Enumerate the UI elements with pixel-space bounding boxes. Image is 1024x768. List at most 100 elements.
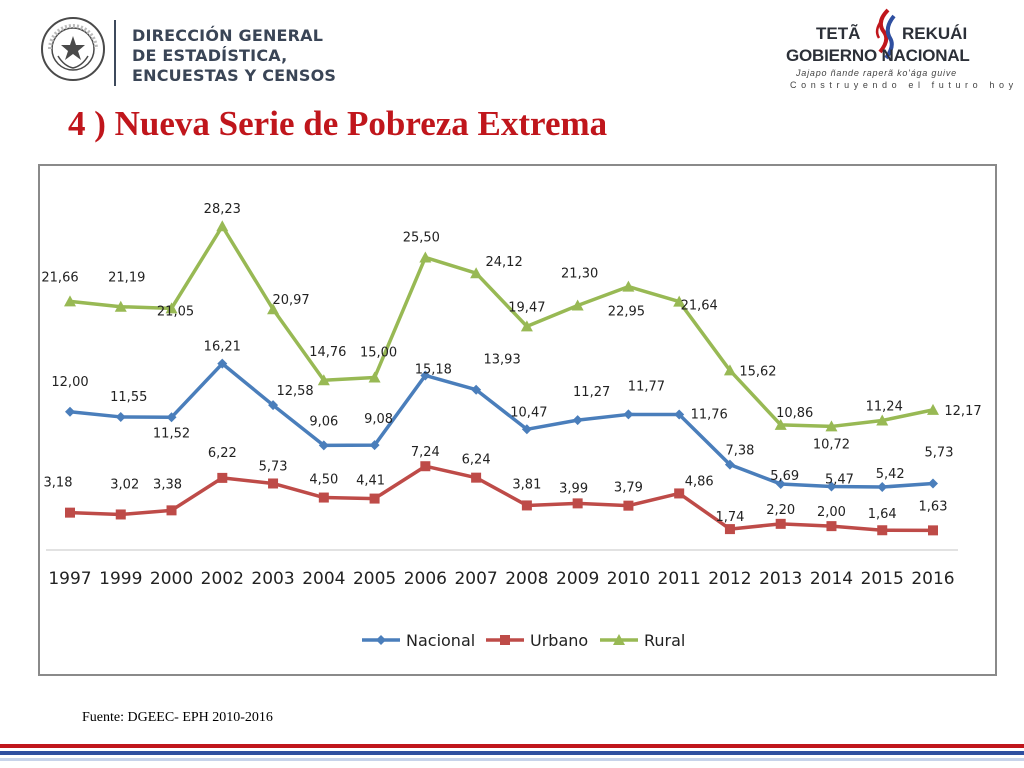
data-label-rural: 22,95	[608, 305, 645, 320]
x-tick-label: 2010	[607, 569, 650, 589]
x-tick-label: 2012	[708, 569, 751, 589]
series-nacional-marker	[877, 482, 888, 493]
data-label-nacional: 5,47	[825, 472, 854, 487]
dgeec-logo: DIRECCIÓN GENERAL DE ESTADÍSTICA, ENCUES…	[40, 16, 340, 90]
data-label-rural: 19,47	[508, 300, 545, 315]
series-urbano-marker	[369, 493, 380, 504]
series-line-rural	[69, 224, 934, 429]
legend-label-urbano: Urbano	[530, 631, 588, 650]
data-label-urbano: 2,20	[766, 503, 795, 518]
data-label-urbano: 1,64	[868, 507, 897, 522]
series-urbano-marker	[420, 461, 431, 472]
source-note: Fuente: DGEEC- EPH 2010-2016	[82, 710, 273, 725]
data-label-rural: 21,05	[157, 304, 194, 319]
data-label-nacional: 9,08	[364, 412, 393, 427]
data-label-nacional: 11,77	[628, 379, 665, 394]
legend-nacional-marker	[376, 635, 386, 645]
data-label-urbano: 4,50	[309, 473, 338, 488]
data-label-rural: 21,64	[681, 299, 718, 314]
series-rural-marker	[673, 295, 686, 307]
series-nacional-marker	[826, 481, 837, 492]
series-rural-marker	[774, 418, 787, 430]
series-nacional-marker	[217, 358, 228, 369]
series-urbano-marker	[572, 498, 583, 509]
series-urbano-marker	[928, 525, 938, 536]
data-label-urbano: 4,86	[685, 474, 714, 489]
series-rural-marker	[114, 300, 127, 312]
series-rural-marker	[419, 251, 432, 263]
x-tick-label: 2015	[861, 569, 904, 589]
data-label-nacional: 13,93	[484, 353, 521, 368]
data-label-urbano: 4,41	[356, 474, 385, 489]
series-rural-marker	[622, 280, 635, 292]
data-label-rural: 10,72	[813, 437, 850, 452]
series-line-nacional	[69, 361, 934, 489]
series-urbano-marker	[826, 521, 837, 532]
x-tick-label: 2016	[911, 569, 954, 589]
org-name-line-3: ENCUESTAS Y CENSOS	[132, 66, 337, 85]
x-tick-label: 1997	[48, 569, 91, 589]
series-urbano-marker	[166, 505, 177, 516]
line-chart: 1997 1999 2000 2002 2003 2004 2005 2006 2007 2008…	[41, 202, 981, 650]
data-label-urbano: 3,81	[512, 477, 541, 492]
data-label-rural: 15,62	[739, 364, 776, 379]
series-rural-marker	[927, 403, 939, 415]
series-urbano-marker	[65, 507, 75, 518]
series-urbano-marker	[115, 509, 126, 520]
series-urbano-marker	[877, 525, 888, 536]
logo-divider	[114, 20, 116, 86]
x-tick-label: 2000	[150, 569, 193, 589]
series-rural-marker	[520, 320, 533, 332]
bottom-band-blue	[0, 751, 1024, 755]
data-label-urbano: 1,63	[919, 499, 948, 514]
gov-line-4: Construyendo el futuro hoy	[790, 80, 1018, 90]
series-rural-marker	[267, 303, 280, 315]
data-label-rural: 28,23	[204, 202, 241, 217]
data-label-nacional: 7,38	[725, 444, 754, 459]
data-label-nacional: 11,27	[573, 385, 610, 400]
data-label-nacional: 11,52	[153, 426, 190, 441]
legend-label-nacional: Nacional	[406, 631, 475, 650]
series-urbano-marker	[217, 472, 228, 483]
data-label-rural: 24,12	[486, 255, 523, 270]
series-nacional-marker	[115, 411, 126, 422]
data-label-urbano: 3,18	[44, 476, 73, 491]
gov-line-3: Jajapo ñande raperã ko'ága guive	[796, 68, 957, 78]
x-tick-label: 2014	[810, 569, 853, 589]
x-tick-label: 2004	[302, 569, 345, 589]
x-tick-label: 1999	[99, 569, 142, 589]
data-label-nacional: 9,06	[309, 414, 338, 429]
data-label-rural: 14,76	[309, 345, 346, 360]
data-label-rural: 21,30	[561, 266, 598, 281]
data-label-nacional: 12,00	[51, 375, 88, 390]
x-tick-label: 2005	[353, 569, 396, 589]
data-label-rural: 10,86	[776, 406, 813, 421]
data-label-nacional: 12,58	[276, 384, 313, 399]
data-label-nacional: 11,76	[691, 408, 728, 423]
series-nacional-marker	[674, 409, 685, 420]
data-label-nacional: 15,18	[415, 362, 452, 377]
series-rural-marker	[470, 267, 483, 279]
org-name: DIRECCIÓN GENERAL DE ESTADÍSTICA, ENCUES…	[132, 26, 336, 86]
data-label-nacional: 5,73	[925, 445, 954, 460]
series-nacional-marker	[572, 415, 583, 426]
series-rural-marker	[876, 414, 889, 426]
org-name-line-2: DE ESTADÍSTICA,	[132, 46, 288, 65]
x-tick-label: 2003	[251, 569, 294, 589]
data-label-urbano: 6,22	[208, 446, 237, 461]
gobierno-nacional-logo: TETÃ REKUÁI GOBIERNO NACIONAL Jajapo ñan…	[780, 8, 1013, 90]
data-label-nacional: 11,55	[110, 390, 147, 405]
series-nacional-marker	[775, 478, 786, 489]
series-nacional-marker	[420, 370, 431, 381]
data-label-urbano: 2,00	[817, 505, 846, 520]
bottom-band-red	[0, 744, 1024, 748]
legend-urbano-marker	[500, 635, 510, 645]
data-label-nacional: 16,21	[204, 340, 241, 355]
series-urbano-marker	[674, 488, 685, 499]
x-tick-label: 2002	[201, 569, 244, 589]
gov-line-1b: REKUÁI	[902, 24, 968, 43]
x-tick-label: 2009	[556, 569, 599, 589]
data-label-urbano: 6,24	[462, 453, 491, 468]
series-rural-marker	[571, 299, 584, 311]
data-label-nacional: 10,47	[510, 405, 547, 420]
